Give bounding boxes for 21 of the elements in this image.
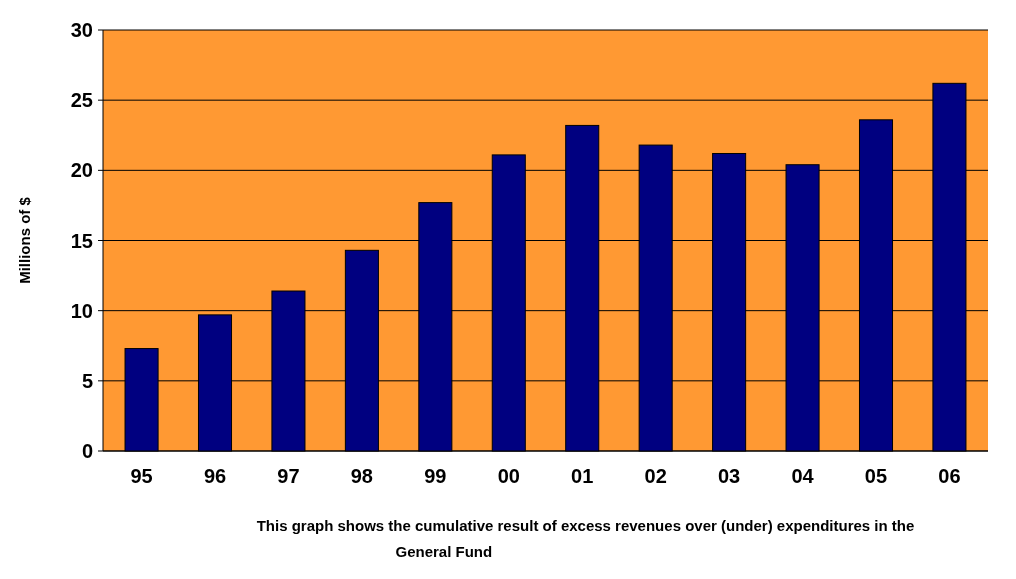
x-tick-label: 05 bbox=[864, 465, 888, 487]
x-tick-label: 01 bbox=[571, 465, 594, 487]
x-tick-label: 98 bbox=[350, 465, 374, 487]
y-tick-label: 25 bbox=[70, 89, 93, 112]
x-tick-label: 97 bbox=[277, 465, 300, 487]
x-tick-label: 00 bbox=[497, 465, 520, 487]
x-tick-label: 04 bbox=[791, 465, 815, 487]
y-axis-title: Millions of $ bbox=[16, 196, 33, 284]
x-tick-label: 96 bbox=[203, 465, 227, 487]
y-tick-label: 5 bbox=[81, 369, 93, 392]
x-tick-label: 02 bbox=[644, 465, 667, 487]
x-tick-label: 03 bbox=[717, 465, 741, 487]
y-tick-label: 0 bbox=[81, 440, 93, 462]
x-tick-label: 06 bbox=[938, 465, 961, 487]
x-axis-title: This graph shows the cumulative result of excess revenues over (under) expenditures in the General Fund bbox=[256, 517, 915, 560]
y-tick-label: 15 bbox=[70, 229, 93, 252]
x-tick-label: 95 bbox=[130, 465, 153, 487]
y-tick-label: 30 bbox=[70, 19, 93, 41]
x-tick-label: 99 bbox=[424, 465, 447, 487]
y-tick-label: 20 bbox=[70, 159, 93, 182]
y-tick-label: 10 bbox=[70, 299, 93, 322]
